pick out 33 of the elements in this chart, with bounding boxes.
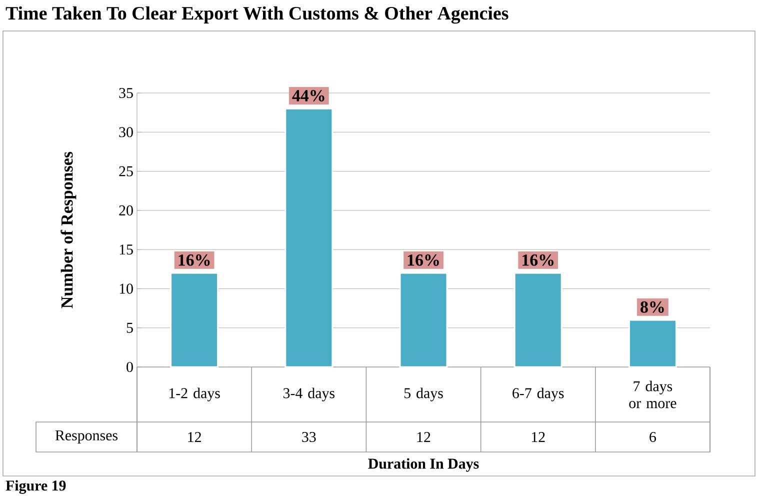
annotation: 16%	[522, 254, 554, 266]
bar	[628, 319, 677, 368]
data-label: 6	[650, 432, 656, 442]
y-tick-label: 10	[120, 284, 133, 294]
x-tick-label: 5 days	[404, 388, 443, 402]
data-label: 12	[417, 432, 430, 442]
x-tick-label: 1-2 days	[169, 388, 220, 402]
annotation: 44%	[292, 90, 324, 102]
y-tick-label: 5	[126, 322, 133, 333]
chart-title: Time Taken To Clear Export With Customs & Other Agencies	[6, 6, 508, 24]
x-axis-title: Duration In Days	[368, 458, 479, 472]
annotation: 16%	[408, 254, 439, 266]
x-tick-label: 7 days or more	[629, 380, 676, 408]
y-tick-label: 35	[119, 88, 133, 98]
data-label: 12	[188, 432, 201, 442]
y-tick-label: 15	[120, 244, 133, 255]
y-tick-label: 20	[119, 205, 133, 216]
y-tick-label: 30	[119, 127, 133, 138]
bar	[170, 272, 219, 368]
annotation: 8%	[640, 301, 664, 313]
bar	[399, 272, 448, 368]
x-tick-label: 3-4 days	[283, 388, 334, 402]
text: Responses	[55, 430, 118, 444]
y-tick-label: 25	[119, 166, 133, 176]
data-label: 12	[532, 432, 545, 442]
data-label: 33	[302, 432, 316, 442]
annotation: 16%	[178, 254, 210, 266]
bar	[284, 108, 334, 368]
x-tick-label: 6-7 days	[512, 388, 564, 402]
caption: Figure 19	[6, 480, 66, 494]
y-axis-title: Number of Responses	[60, 152, 76, 308]
bar	[514, 272, 562, 368]
y-tick-label: 0	[126, 362, 133, 372]
